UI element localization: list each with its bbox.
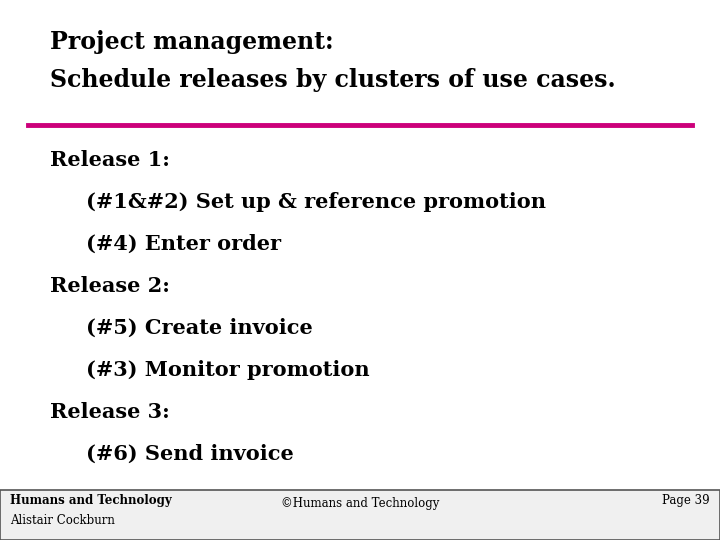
Text: Schedule releases by clusters of use cases.: Schedule releases by clusters of use cas… [50, 68, 616, 92]
Text: (#4) Enter order: (#4) Enter order [86, 234, 282, 254]
Text: Release 3:: Release 3: [50, 402, 170, 422]
Bar [0, 490, 720, 540]
Text: ©Humans and Technology: ©Humans and Technology [281, 497, 439, 510]
Text: Release 1:: Release 1: [50, 150, 170, 170]
Text: Project management:: Project management: [50, 30, 333, 54]
Text: Release 2:: Release 2: [50, 276, 170, 296]
Text: (#6) Send invoice: (#6) Send invoice [86, 444, 294, 464]
Text: Page 39: Page 39 [662, 494, 710, 507]
Text: (#5) Create invoice: (#5) Create invoice [86, 318, 313, 338]
Text: (#1&#2) Set up & reference promotion: (#1&#2) Set up & reference promotion [86, 192, 546, 212]
Text: Alistair Cockburn: Alistair Cockburn [10, 514, 115, 527]
Text: (#3) Monitor promotion: (#3) Monitor promotion [86, 360, 370, 380]
Text: Humans and Technology: Humans and Technology [10, 494, 172, 507]
